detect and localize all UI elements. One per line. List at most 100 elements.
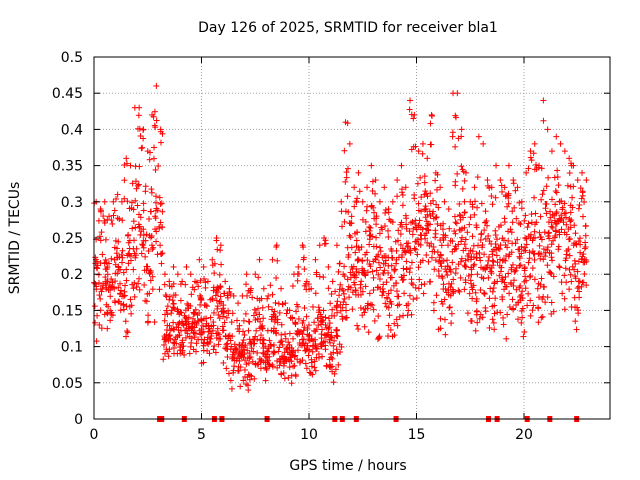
data-point [411, 245, 418, 252]
data-point [435, 267, 442, 274]
data-point [492, 295, 499, 302]
data-point [388, 274, 395, 281]
data-point [214, 289, 221, 296]
data-point [345, 209, 352, 216]
data-point [340, 290, 347, 297]
data-point [572, 275, 579, 282]
data-point [519, 295, 526, 302]
data-point [92, 319, 99, 326]
data-point [403, 258, 410, 265]
data-point [545, 230, 552, 237]
data-point [571, 257, 578, 264]
data-point [359, 312, 366, 319]
data-point [334, 333, 341, 340]
data-point [129, 180, 136, 187]
data-point-peak [579, 169, 586, 176]
data-point [306, 369, 313, 376]
data-point [494, 259, 501, 266]
data-point [104, 271, 111, 278]
data-point [549, 257, 556, 264]
data-point [505, 253, 512, 260]
data-point [96, 279, 103, 286]
data-point [399, 192, 406, 199]
data-point-peak [441, 198, 448, 205]
data-point [333, 327, 340, 334]
data-point-peak [127, 162, 134, 169]
data-point [114, 215, 121, 222]
data-point [352, 249, 359, 256]
data-point [136, 163, 143, 170]
data-point [567, 218, 574, 225]
data-point [375, 313, 382, 320]
data-point [387, 287, 394, 294]
data-point [457, 213, 464, 220]
data-point [515, 220, 522, 227]
data-point [341, 147, 348, 154]
data-point [406, 228, 413, 235]
data-point [556, 264, 563, 271]
data-point [581, 245, 588, 252]
data-point [252, 361, 259, 368]
data-point [482, 235, 489, 242]
data-point [569, 263, 576, 270]
data-point [458, 133, 465, 140]
data-point [278, 331, 285, 338]
data-point [419, 257, 426, 264]
data-point [457, 258, 464, 265]
data-point [181, 327, 188, 334]
data-point [144, 319, 151, 326]
data-point [312, 336, 319, 343]
data-point [412, 246, 419, 253]
y-tick-label: 0 [74, 412, 83, 428]
data-point [453, 245, 460, 252]
data-point [361, 323, 368, 330]
data-point [471, 211, 478, 218]
data-point [373, 234, 380, 241]
data-point [461, 286, 468, 293]
data-point [318, 335, 325, 342]
data-point [216, 315, 223, 322]
data-point [421, 173, 428, 180]
data-point [478, 231, 485, 238]
data-point [206, 339, 213, 346]
data-point [256, 297, 263, 304]
data-point [201, 275, 208, 282]
data-point-peak [432, 169, 439, 176]
data-point [288, 380, 295, 387]
data-point [220, 313, 227, 320]
data-point [147, 277, 154, 284]
data-point [405, 300, 412, 307]
data-point [422, 188, 429, 195]
data-point [458, 234, 465, 241]
data-point [424, 222, 431, 229]
data-point [101, 217, 108, 224]
data-point [198, 297, 205, 304]
data-point [577, 249, 584, 256]
data-point [535, 319, 542, 326]
data-point [369, 187, 376, 194]
data-point [149, 273, 156, 280]
data-point [168, 325, 175, 332]
data-point [125, 231, 132, 238]
data-point [430, 299, 437, 306]
data-point [130, 218, 137, 225]
data-point [125, 260, 132, 267]
data-point [531, 276, 538, 283]
data-point [133, 284, 140, 291]
data-point [293, 308, 300, 315]
data-point [327, 339, 334, 346]
data-point [470, 262, 477, 269]
data-point [574, 285, 581, 292]
data-point [486, 295, 493, 302]
y-tick-label: 0.1 [61, 340, 83, 356]
y-tick-label: 0.25 [52, 231, 83, 247]
data-point [410, 296, 417, 303]
data-point [152, 213, 159, 220]
data-point-peak [209, 256, 216, 263]
data-point [257, 365, 264, 372]
data-point [128, 310, 135, 317]
data-point [247, 289, 254, 296]
data-point [220, 359, 227, 366]
data-point [527, 297, 534, 304]
data-point [309, 303, 316, 310]
